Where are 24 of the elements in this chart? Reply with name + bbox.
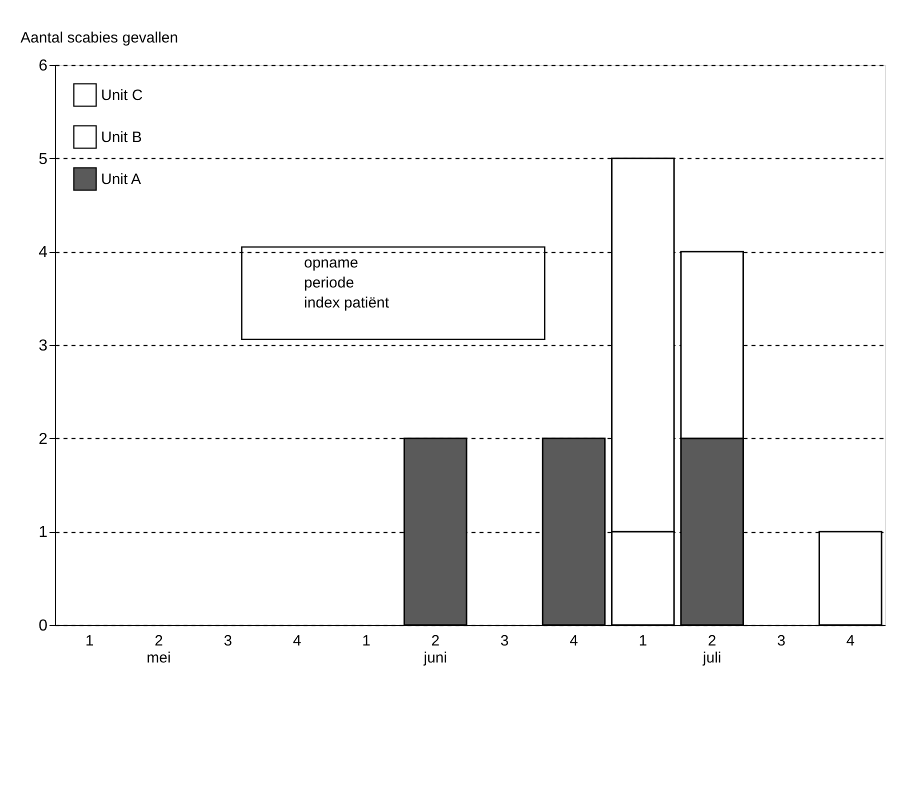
x-tick-label: 3	[224, 632, 232, 650]
x-tick-label: 3	[500, 632, 509, 650]
x-tick-label: 1	[85, 632, 94, 650]
x-tick-label: 4	[846, 632, 855, 650]
x-tick-label: 2 juni	[422, 632, 448, 666]
x-tick-label: 2 mei	[146, 632, 171, 666]
y-tick-label: 6	[38, 58, 48, 74]
annotation: opname periode index patiënt	[304, 254, 390, 312]
y-tick-label: 4	[38, 244, 48, 262]
x-tick-label: 4	[570, 632, 578, 650]
y-tick-label: 5	[38, 150, 48, 168]
legend-label: Unit A	[101, 171, 142, 188]
y-tick-label: 3	[38, 338, 48, 354]
y-axis-title: Aantal scabies gevallen	[20, 30, 178, 46]
x-tick-label: 3	[777, 632, 786, 650]
x-tick-label: 4	[292, 632, 302, 650]
y-tick-label: 0	[38, 618, 48, 634]
legend-label: Unit B	[101, 129, 142, 146]
y-tick-label: 1	[38, 524, 48, 542]
x-tick-label: 2 juli	[702, 632, 722, 666]
legend-label: Unit C	[101, 87, 143, 104]
y-tick-label: 2	[38, 430, 48, 448]
x-tick-label: 1	[638, 632, 648, 650]
x-tick-label: 1	[362, 632, 370, 650]
